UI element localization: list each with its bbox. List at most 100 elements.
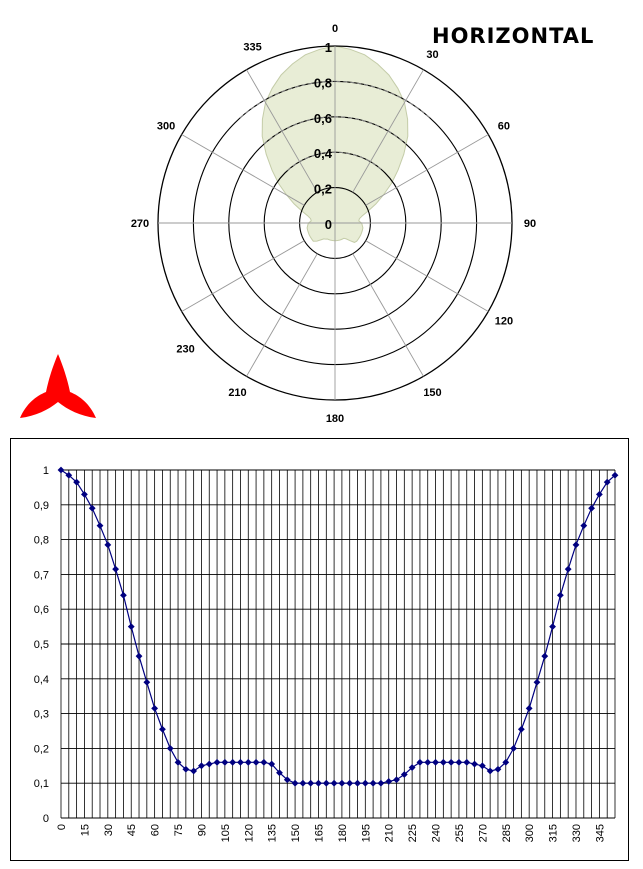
data-point-marker <box>65 471 73 479</box>
polar-angle-label: 90 <box>524 218 536 230</box>
data-point-marker <box>510 745 517 752</box>
data-point-marker <box>213 758 221 766</box>
data-point-marker <box>455 758 463 766</box>
x-tick-label: 270 <box>477 824 489 842</box>
x-tick-label: 180 <box>337 824 349 842</box>
x-tick-label: 120 <box>243 824 255 842</box>
data-point-marker <box>385 778 393 785</box>
data-point-marker <box>182 765 190 773</box>
polar-angle-label: 335 <box>243 41 261 53</box>
polar-angle-label: 210 <box>228 387 246 399</box>
polar-radial-label: 0,2 <box>314 182 332 197</box>
data-point-marker <box>283 776 291 784</box>
x-tick-label: 75 <box>173 824 185 836</box>
data-point-marker <box>463 758 471 766</box>
data-point-marker <box>478 762 486 770</box>
polar-spoke <box>365 134 489 206</box>
data-point-marker <box>112 565 120 573</box>
polar-angle-labels: 0 30 60 90 120 150 180 210 230 270 300 335 <box>131 23 536 425</box>
line-series <box>57 466 619 787</box>
polar-angle-label: 0 <box>332 23 338 35</box>
data-point-marker <box>135 652 143 660</box>
x-tick-label: 255 <box>454 824 466 842</box>
data-point-marker <box>96 522 104 530</box>
data-point-marker <box>580 522 588 530</box>
x-tick-label: 0 <box>56 824 68 830</box>
data-point-marker <box>229 758 237 766</box>
x-tick-label: 105 <box>220 824 232 842</box>
y-tick-label: 0,1 <box>34 778 49 790</box>
line-chart: 0 0,1 0,2 0,3 0,4 0,5 0,6 0,7 0,8 0,9 1 0 15 30 45 60 7… <box>34 465 619 842</box>
polar-angle-label: 230 <box>176 343 194 355</box>
y-tick-labels: 0 0,1 0,2 0,3 0,4 0,5 0,6 0,7 0,8 0,9 1 <box>34 465 49 825</box>
x-tick-label: 300 <box>524 824 536 842</box>
data-point-marker <box>416 758 424 766</box>
data-point-marker <box>611 471 619 479</box>
polar-radial-label: 0,4 <box>314 146 333 161</box>
y-tick-label: 0,5 <box>34 639 49 651</box>
data-point-marker <box>57 466 65 474</box>
data-point-marker <box>159 725 166 733</box>
data-point-marker <box>252 758 260 766</box>
polar-angle-label: 270 <box>131 218 149 230</box>
polar-angle-label: 180 <box>326 413 344 425</box>
polar-dashed-arc <box>239 81 431 119</box>
line-chart-frame: 0 0,1 0,2 0,3 0,4 0,5 0,6 0,7 0,8 0,9 1 0 15 30 45 60 7… <box>10 438 629 861</box>
data-point-marker <box>237 758 244 766</box>
red-three-lobed-logo-icon <box>20 354 96 418</box>
data-point-marker <box>190 767 198 775</box>
x-tick-label: 315 <box>548 824 560 842</box>
data-point-marker <box>564 565 572 573</box>
data-point-marker <box>494 765 502 773</box>
data-point-marker <box>408 764 416 771</box>
polar-dashed-arc <box>263 116 407 145</box>
polar-angle-label: 150 <box>423 387 441 399</box>
x-tick-label: 285 <box>501 824 513 842</box>
polar-radial-label: 0 <box>325 217 332 232</box>
x-tick-label: 135 <box>267 824 279 842</box>
polar-radial-label: 0,6 <box>314 111 332 126</box>
x-tick-label: 240 <box>431 824 443 842</box>
data-point-marker <box>361 779 369 787</box>
data-point-marker <box>315 779 322 787</box>
data-point-marker <box>221 758 229 766</box>
data-point-marker <box>166 745 174 752</box>
data-point-marker <box>439 758 447 766</box>
data-point-marker <box>354 779 361 787</box>
polar-angle-label: 60 <box>498 121 510 133</box>
data-point-marker <box>603 478 611 486</box>
data-point-marker <box>400 771 408 778</box>
polar-angle-label: 300 <box>157 121 175 133</box>
data-point-marker <box>572 541 580 549</box>
polar-spoke <box>365 240 489 312</box>
data-point-marker <box>393 776 400 784</box>
data-point-marker <box>276 769 283 777</box>
x-tick-labels: 0 15 30 45 60 75 90 105 120 135 150 165 180 195 210 225… <box>56 824 606 842</box>
x-tick-label: 60 <box>150 824 162 836</box>
data-point-marker <box>88 504 96 512</box>
x-tick-label: 150 <box>290 824 302 842</box>
y-tick-label: 0,8 <box>34 535 49 547</box>
data-point-marker <box>486 767 494 775</box>
data-point-marker <box>322 779 330 787</box>
data-point-marker <box>205 760 213 768</box>
data-point-marker <box>549 623 556 630</box>
line-grid <box>60 469 616 819</box>
data-point-marker <box>369 779 377 787</box>
data-point-marker <box>127 623 135 630</box>
data-point-marker <box>588 504 595 512</box>
data-point-marker <box>533 678 541 686</box>
x-tick-label: 330 <box>571 824 583 842</box>
data-point-marker <box>81 490 88 498</box>
data-point-marker <box>525 704 533 712</box>
data-point-marker <box>291 779 299 787</box>
x-tick-label: 225 <box>407 824 419 842</box>
x-tick-label: 30 <box>103 824 115 836</box>
y-tick-label: 0,3 <box>34 709 49 721</box>
polar-spoke <box>352 253 424 377</box>
data-point-marker <box>541 652 549 660</box>
polar-grid <box>157 45 513 401</box>
x-tick-label: 15 <box>79 824 91 836</box>
chart-title: HORIZONTAL <box>432 24 595 48</box>
data-point-marker <box>432 758 439 766</box>
